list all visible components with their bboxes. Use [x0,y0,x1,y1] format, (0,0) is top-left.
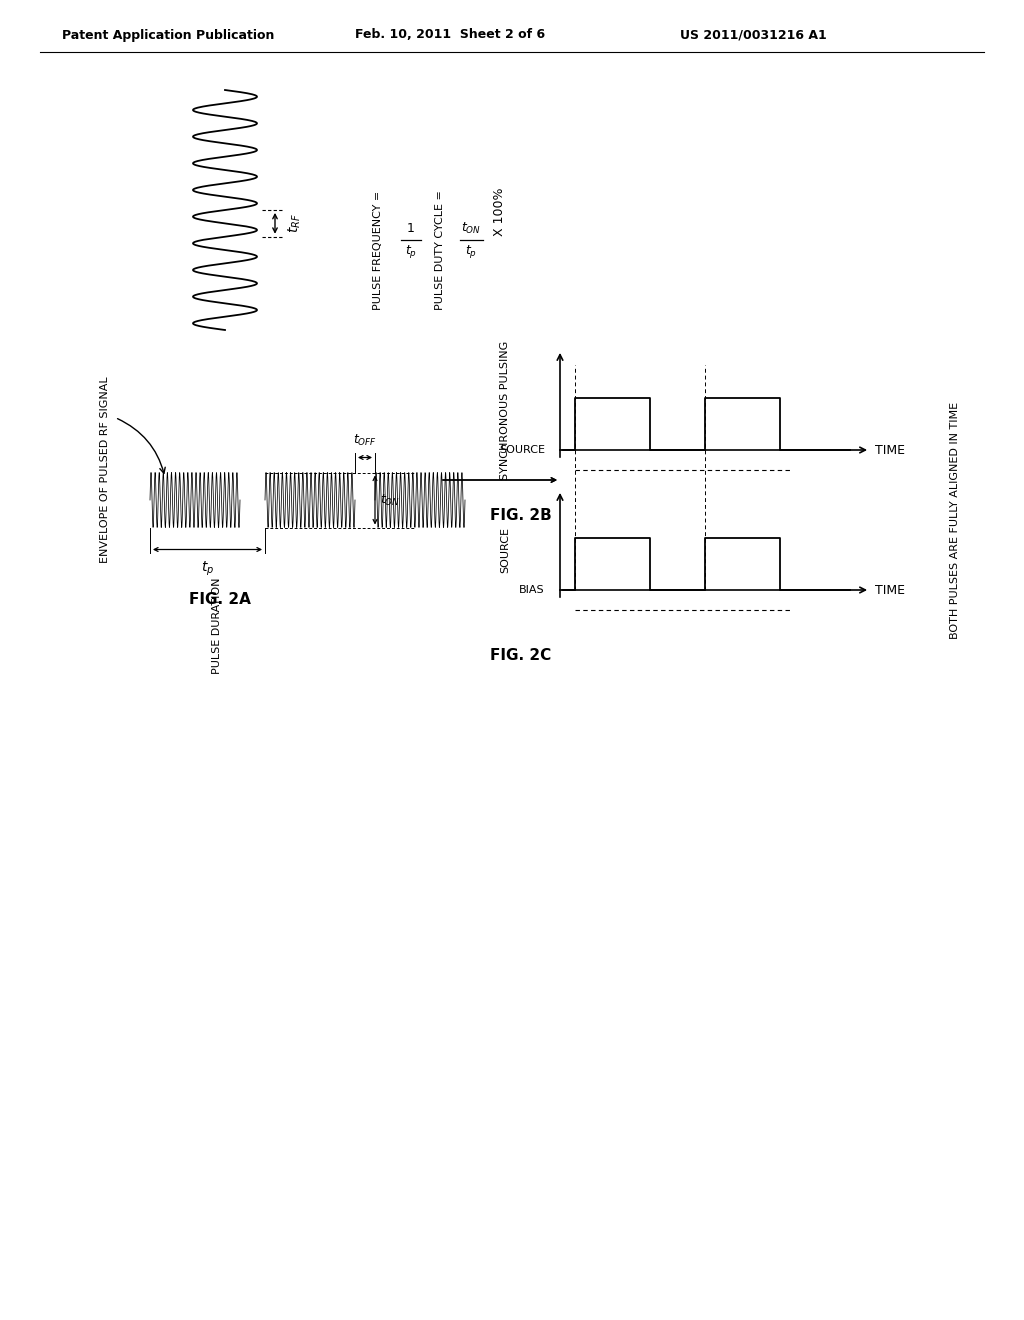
Text: BIAS: BIAS [519,585,545,595]
Text: SOURCE: SOURCE [500,527,510,573]
Text: FIG. 2A: FIG. 2A [189,593,251,607]
Text: TIME: TIME [874,444,905,457]
Text: PULSE FREQUENCY =: PULSE FREQUENCY = [373,190,383,310]
Text: Patent Application Publication: Patent Application Publication [62,29,274,41]
Text: BOTH PULSES ARE FULLY ALIGNED IN TIME: BOTH PULSES ARE FULLY ALIGNED IN TIME [950,401,961,639]
Text: X 100%: X 100% [493,187,506,236]
Text: FIG. 2C: FIG. 2C [490,648,551,663]
Text: $t_{ON}$: $t_{ON}$ [380,492,400,508]
Text: $t_p$: $t_p$ [465,243,477,260]
Text: SOURCE: SOURCE [499,445,545,455]
Text: $t_p$: $t_p$ [201,560,214,578]
Text: $t_{OFF}$: $t_{OFF}$ [353,433,377,447]
Text: FIG. 2B: FIG. 2B [490,507,552,523]
Text: PULSE DUTY CYCLE =: PULSE DUTY CYCLE = [435,190,445,310]
Text: $t_{RF}$: $t_{RF}$ [287,214,303,234]
Text: SYNCHRONOUS PULSING: SYNCHRONOUS PULSING [500,341,510,479]
Text: $t_p$: $t_p$ [404,243,417,260]
Text: US 2011/0031216 A1: US 2011/0031216 A1 [680,29,826,41]
Text: PULSE DURATION: PULSE DURATION [213,578,222,675]
Text: Feb. 10, 2011  Sheet 2 of 6: Feb. 10, 2011 Sheet 2 of 6 [355,29,545,41]
Text: $t_{ON}$: $t_{ON}$ [461,220,481,235]
Text: ENVELOPE OF PULSED RF SIGNAL: ENVELOPE OF PULSED RF SIGNAL [100,376,110,564]
Text: TIME: TIME [874,583,905,597]
Text: 1: 1 [408,223,415,235]
